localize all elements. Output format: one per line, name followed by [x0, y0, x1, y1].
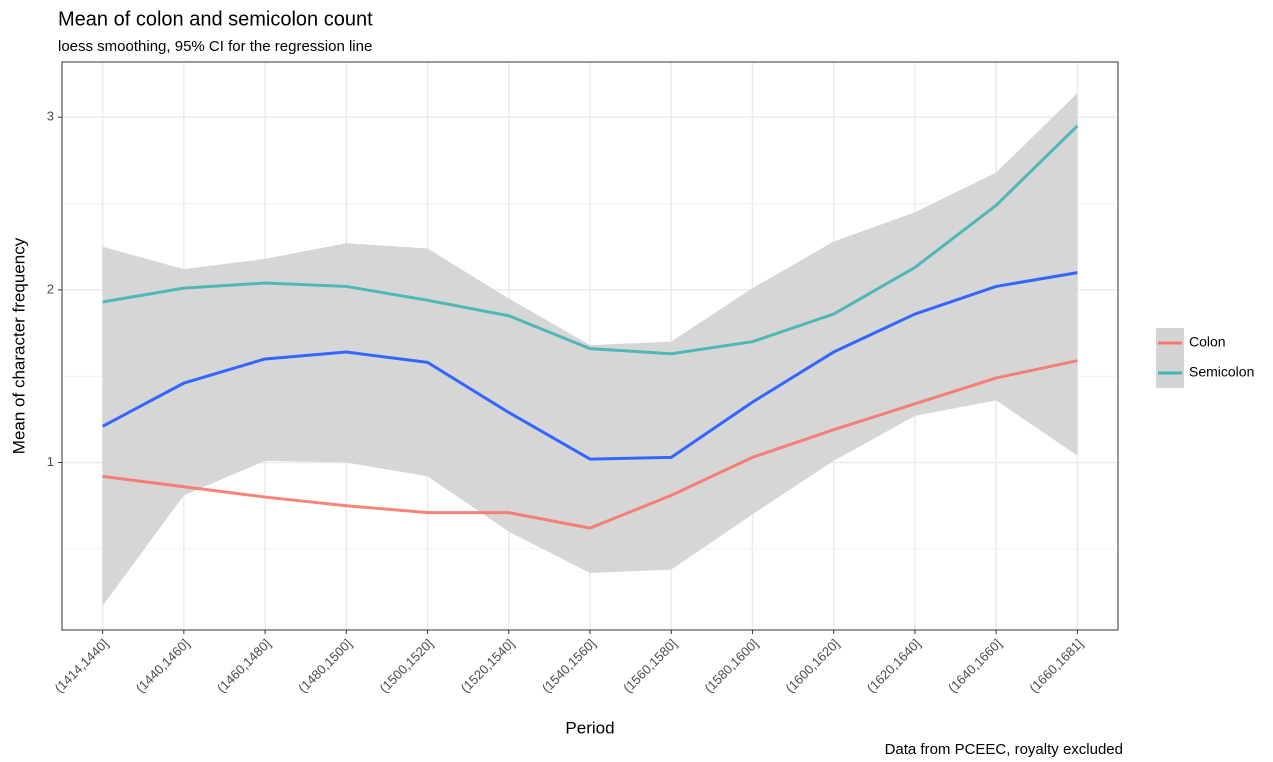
x-tick-label: (1460,1480]	[214, 636, 274, 696]
chart-subtitle: loess smoothing, 95% CI for the regressi…	[58, 38, 372, 55]
y-tick-label: 1	[47, 454, 54, 469]
x-tick-label: (1440,1460]	[133, 636, 193, 696]
x-axis-label: Period	[565, 718, 614, 737]
legend-label: Colon	[1189, 334, 1226, 350]
caption: Data from PCEEC, royalty excluded	[885, 741, 1123, 758]
x-tick-label: (1540,1560]	[539, 636, 599, 696]
x-tick-label: (1480,1500]	[295, 636, 355, 696]
x-tick-label: (1414,1440]	[51, 636, 111, 696]
series-line	[102, 359, 1078, 530]
x-tick-label: (1620,1640]	[864, 636, 924, 696]
smooth-line	[101, 271, 1078, 461]
x-tick-label: (1660,1681]	[1026, 636, 1086, 696]
x-tick-label: (1560,1580]	[620, 636, 680, 696]
x-tick-label: (1500,1520]	[376, 636, 436, 696]
y-tick-label: 2	[47, 281, 54, 296]
plot-border	[61, 61, 1119, 631]
x-tick-label: (1600,1620]	[783, 636, 843, 696]
legend-label: Semicolon	[1189, 364, 1254, 380]
x-tick-label: (1640,1660]	[945, 636, 1005, 696]
x-tick-label: (1520,1540]	[458, 636, 518, 696]
y-axis-label: Mean of character frequency	[9, 237, 28, 454]
x-tick-label: (1580,1600]	[701, 636, 761, 696]
chart-title: Mean of colon and semicolon count	[58, 8, 373, 30]
y-tick-label: 3	[47, 109, 54, 124]
series-line	[102, 124, 1079, 356]
